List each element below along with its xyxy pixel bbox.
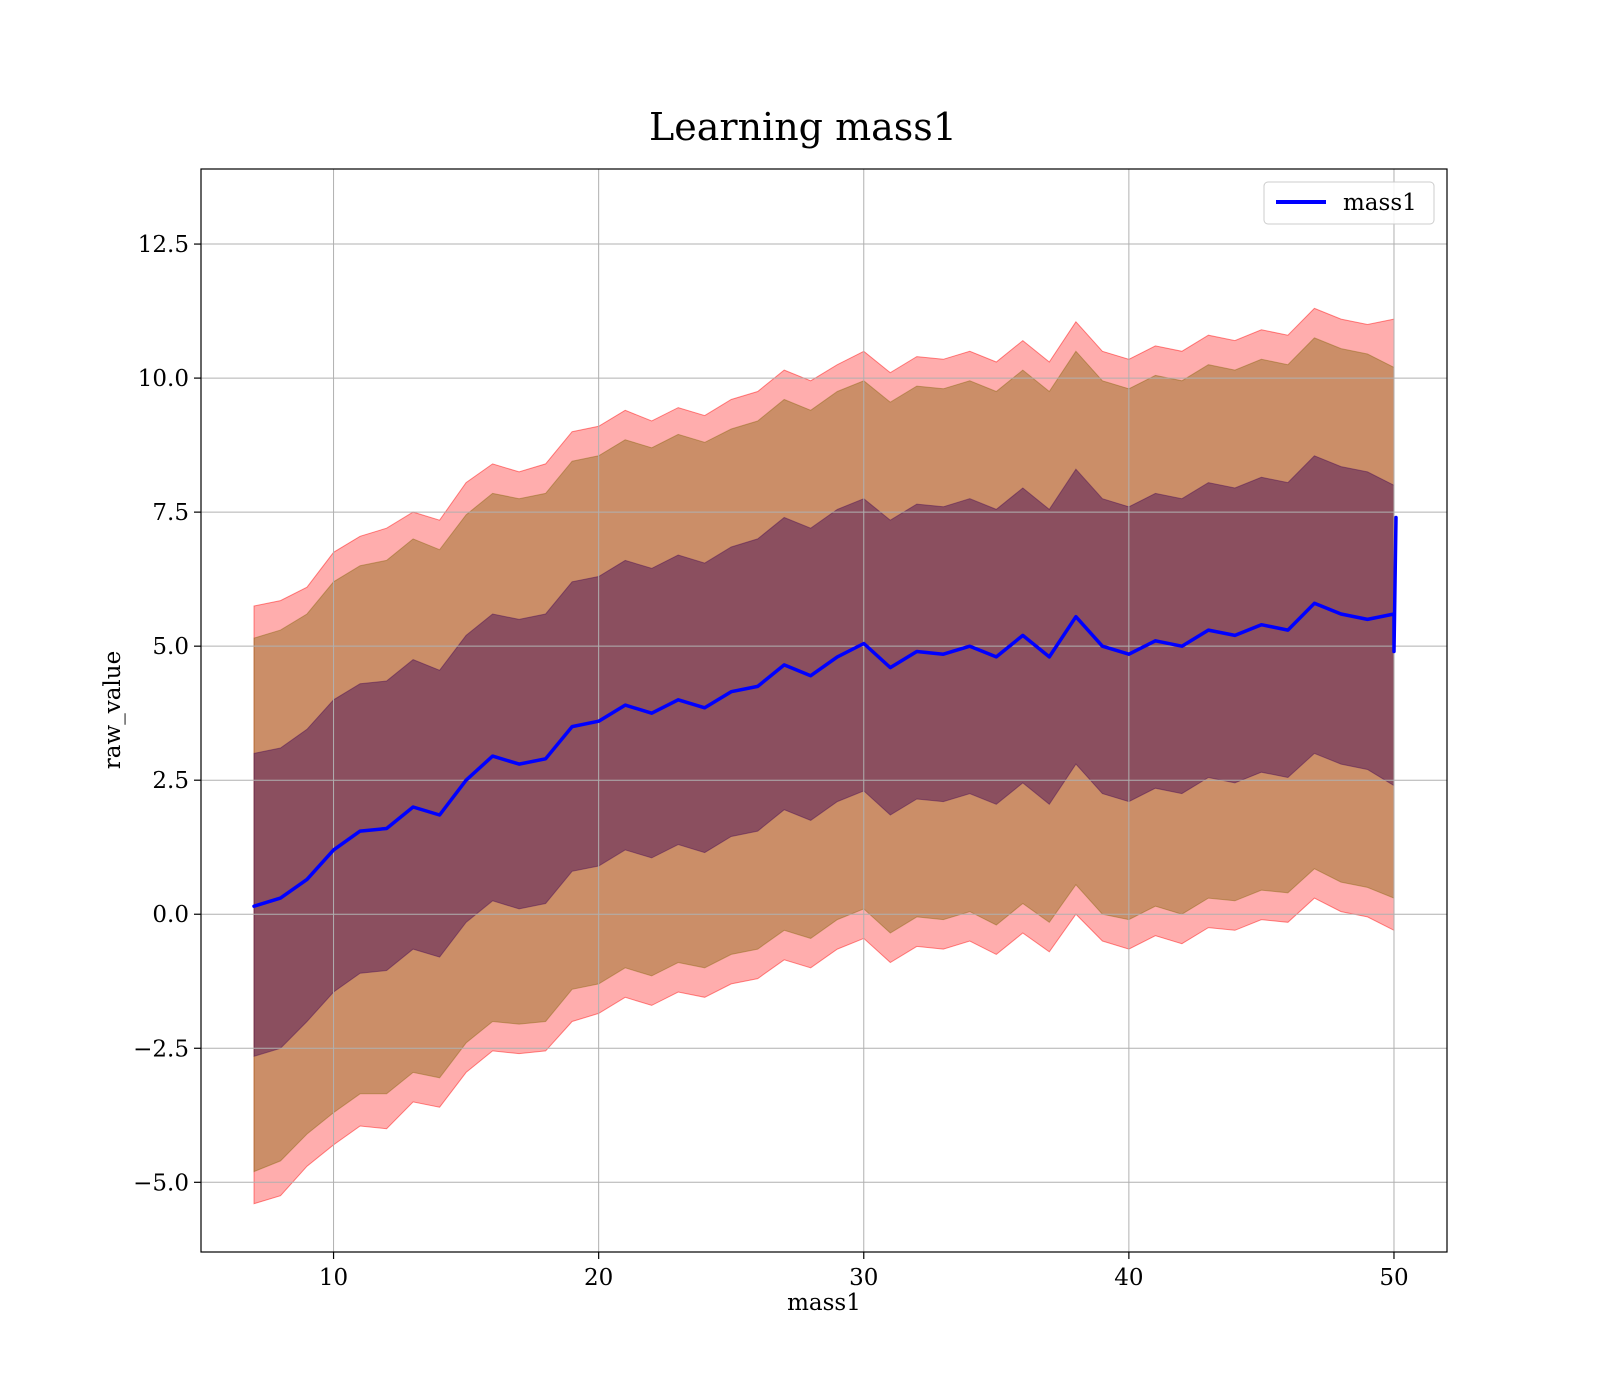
series-line-mass1 [252, 515, 1398, 908]
legend-entry-mass1: mass1 [1343, 190, 1417, 216]
y-axis-label: raw_value [100, 651, 126, 769]
x-tick-label-2: 30 [849, 1265, 878, 1291]
plot-area [200, 168, 1448, 1253]
grid [201, 169, 1447, 1252]
x-axis-ticks: 10 20 30 40 50 [319, 1252, 1409, 1291]
y-tick-label-7: 12.5 [138, 232, 189, 258]
x-tick-label-0: 10 [319, 1265, 348, 1291]
y-tick-label-1: −2.5 [133, 1036, 189, 1062]
x-axis-label: mass1 [787, 1290, 861, 1316]
y-tick-label-3: 2.5 [152, 768, 189, 794]
y-tick-label-4: 5.0 [152, 634, 189, 660]
x-tick-label-3: 40 [1114, 1265, 1143, 1291]
x-tick-label-1: 20 [584, 1265, 613, 1291]
series-lines [252, 515, 1398, 908]
legend: mass1 [1263, 181, 1435, 225]
y-tick-label-6: 10.0 [138, 366, 189, 392]
y-tick-label-5: 7.5 [152, 500, 189, 526]
chart-title: Learning mass1 [649, 105, 957, 149]
axes-frame [200, 168, 1448, 1253]
y-axis-ticks: −5.0 −2.5 0.0 2.5 5.0 7.5 10.0 12.5 [133, 232, 201, 1196]
legend-box [1263, 181, 1435, 225]
y-tick-label-0: −5.0 [133, 1170, 189, 1196]
confidence-bands [253, 307, 1395, 1205]
y-tick-label-2: 0.0 [152, 902, 189, 928]
x-tick-label-4: 50 [1379, 1265, 1408, 1291]
